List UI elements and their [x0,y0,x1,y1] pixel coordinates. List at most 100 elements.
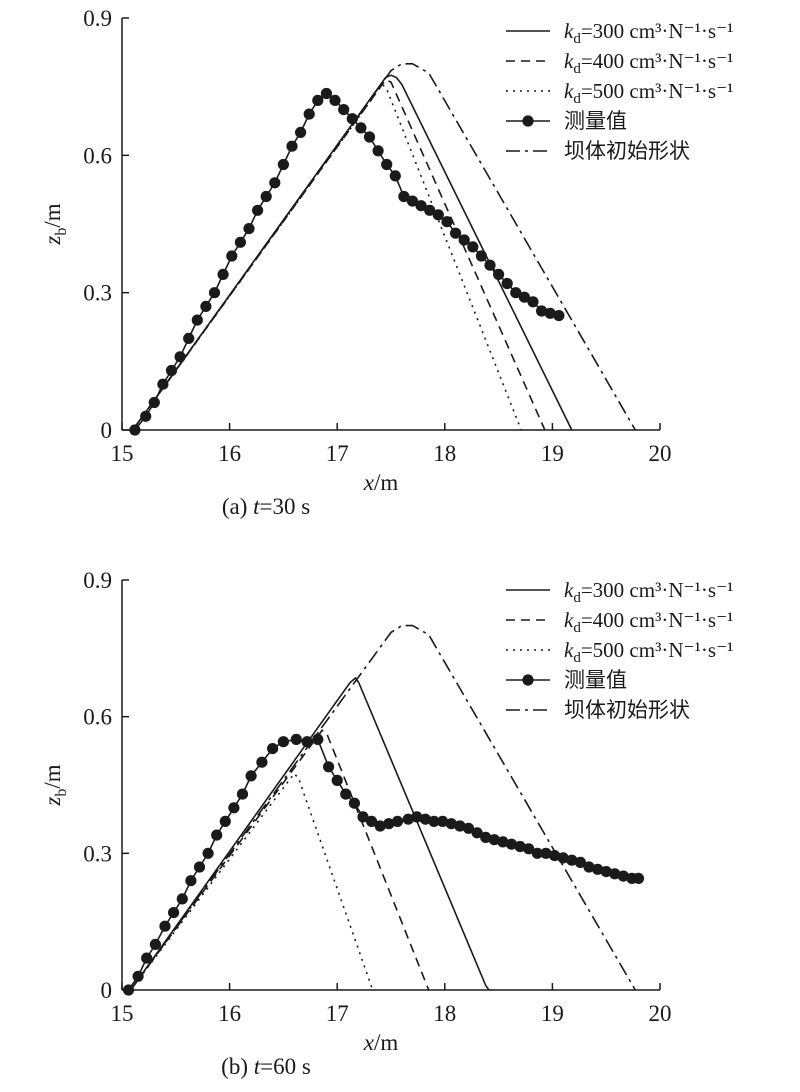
measured-point [536,305,548,317]
measured-point [411,811,423,823]
measured-point [234,236,246,248]
measured-point [122,984,135,996]
measured-point [277,736,289,748]
measured-point [372,145,384,157]
measured-point [374,820,386,832]
measured-point [406,195,419,207]
measured-point [514,840,526,853]
y-tick-label: 0.9 [83,6,112,31]
y-tick-label: 0.6 [83,143,112,168]
measured-point [357,811,369,823]
measured-point [467,241,479,253]
measured-point [208,287,221,299]
panel-caption: (a) t=30 s [222,494,310,519]
y-tick-label: 0.3 [83,841,112,866]
measured-point [531,847,543,859]
measured-point [441,216,453,228]
measured-point [338,104,350,116]
measured-point [518,291,531,303]
x-axis-title: x/m [363,1030,399,1055]
measured-point [219,815,231,828]
measured-point [471,827,483,839]
y-tick-label: 0.6 [83,705,112,730]
measured-point [141,952,153,964]
legend-label: kd=400 cm³·N⁻¹·s⁻¹ [564,608,733,636]
measured-point [340,788,352,800]
x-tick-label: 17 [326,1001,349,1026]
measured-point [391,815,404,828]
legend-label: 坝体初始形状 [564,139,690,163]
legend-label: kd=400 cm³·N⁻¹·s⁻¹ [564,49,733,77]
series-kd300-line [129,676,490,991]
measured-point [132,970,144,982]
measured-point [148,396,160,409]
measured-point [557,852,569,864]
legend-label: kd=500 cm³·N⁻¹·s⁻¹ [564,79,733,107]
measured-point [381,158,393,171]
measured-point [574,856,587,869]
measured-point [510,287,522,299]
measured-point [402,813,414,825]
measured-point [501,277,513,290]
measured-point [140,410,152,422]
measured-point [383,818,395,830]
measured-point [583,861,595,873]
y-axis-title: zb/m [40,203,70,245]
measured-point [609,868,621,880]
series-initial-line [129,624,636,991]
x-tick-label: 15 [111,441,134,466]
measured-point [454,820,466,832]
legend-label: kd=300 cm³·N⁻¹·s⁻¹ [564,19,733,47]
legend-label: kd=300 cm³·N⁻¹·s⁻¹ [564,578,733,606]
measured-point [286,140,298,152]
measured-point [462,822,475,834]
measured-point [159,920,171,932]
legend-label: 坝体初始形状 [564,698,690,722]
measured-point [245,770,257,782]
measured-point [331,774,343,787]
y-tick-label: 0.9 [83,568,112,593]
measured-point [437,815,449,828]
x-tick-label: 19 [541,441,564,466]
measured-point [129,424,141,436]
measured-point [544,307,556,319]
measured-point [312,733,324,746]
y-tick-label: 0 [101,978,113,1003]
measured-point [260,190,272,203]
panel-caption: (b) t=60 s [221,1054,311,1079]
measured-point [398,190,410,203]
measured-point [193,861,206,873]
measured-point [176,893,188,905]
measured-point [185,875,197,887]
measured-point [523,843,535,855]
legend-marker [522,115,534,127]
y-axis-title: zb/m [40,764,70,806]
measured-point [323,761,335,773]
x-tick-label: 16 [218,1001,241,1026]
measured-point [320,87,332,100]
measured-point [419,813,431,825]
measured-point [295,126,307,138]
measured-point [303,108,315,120]
measured-point [366,815,378,828]
measured-point [497,836,509,848]
measured-point [505,838,518,850]
y-tick-label: 0.3 [83,281,112,306]
measured-point [149,938,161,951]
measured-point [553,310,565,322]
measured-point [493,268,505,280]
measured-point [480,831,492,844]
measured-point [488,834,500,846]
measured-point [346,113,358,125]
measured-point [329,94,341,106]
measured-point [236,788,249,800]
measured-point [540,847,552,859]
x-tick-label: 20 [649,1001,672,1026]
measured-point [355,122,367,134]
measured-point [191,314,203,326]
series-kd400-line [129,729,430,991]
series-kd500-line [132,83,522,431]
measured-point [389,170,401,182]
measured-point [157,378,169,390]
